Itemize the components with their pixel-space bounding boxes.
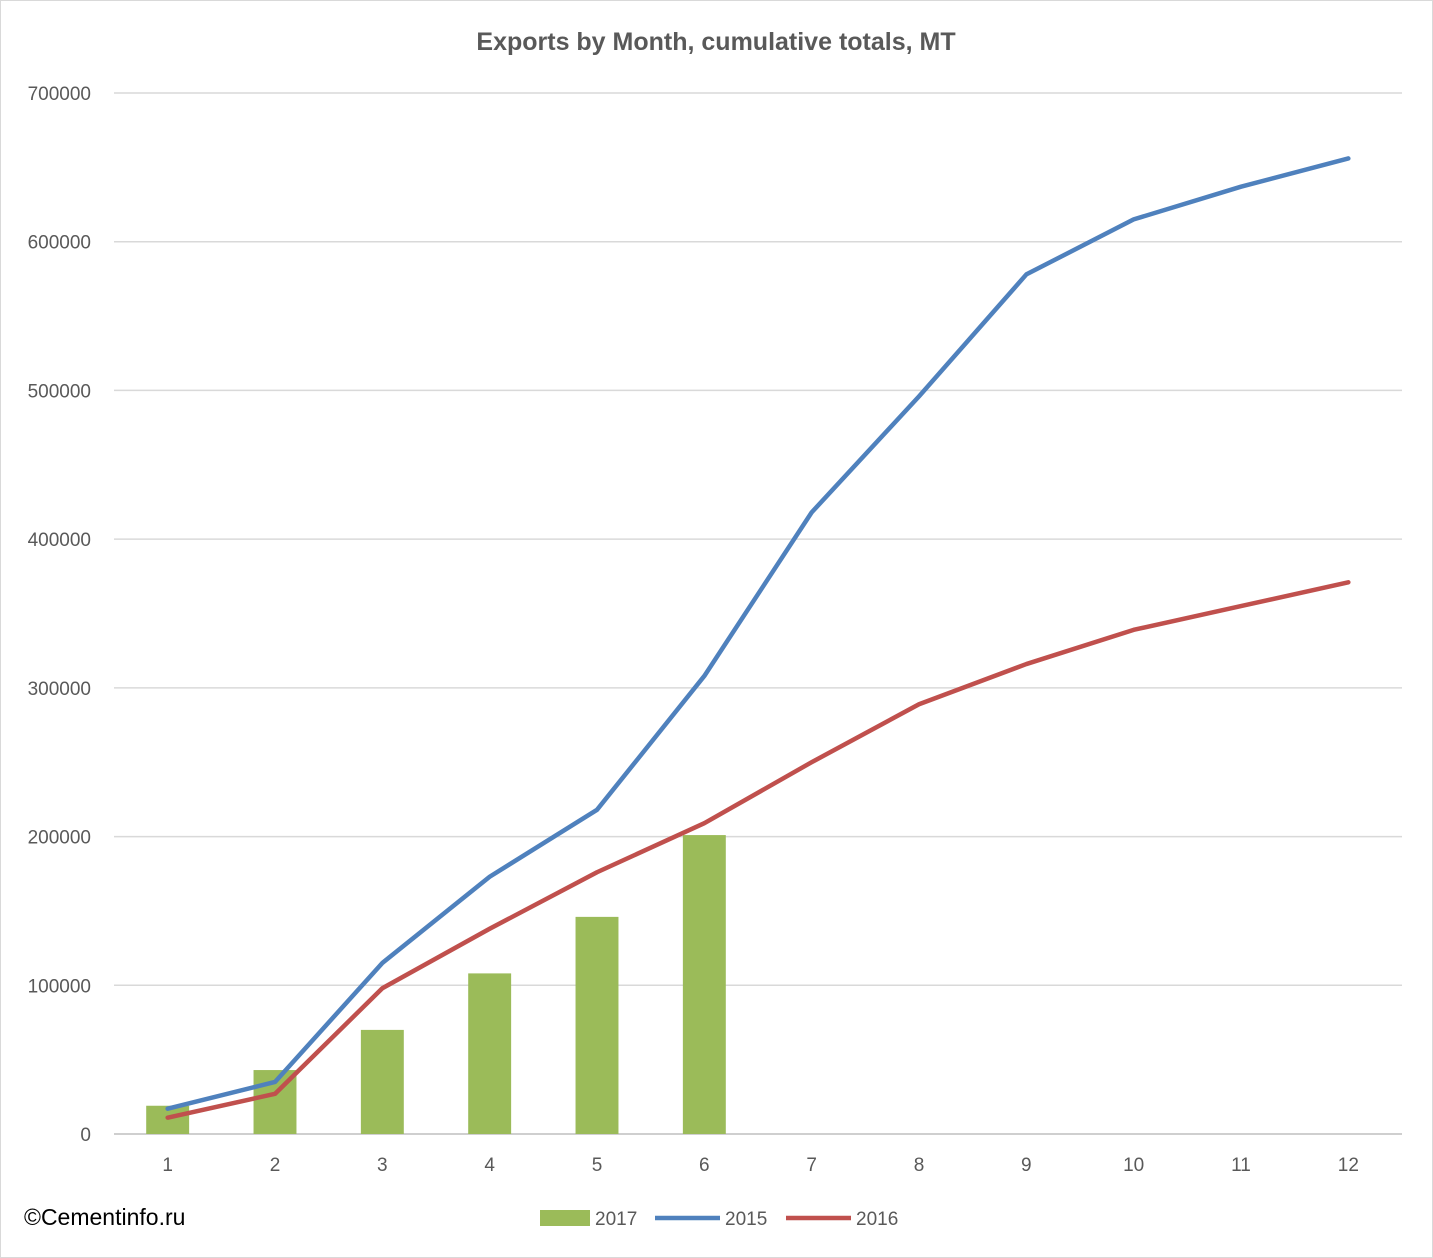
bar-2017-4 [468, 973, 512, 1134]
bar-2017-6 [682, 835, 726, 1134]
y-tick-label: 200000 [28, 828, 91, 849]
y-tick-label: 0 [80, 1125, 91, 1146]
line-series [165, 156, 1351, 1120]
y-tick-label: 500000 [28, 381, 91, 402]
chart-title: Exports by Month, cumulative totals, MT [476, 28, 955, 56]
legend-swatch-2017 [540, 1210, 590, 1226]
x-tick-label: 8 [914, 1155, 925, 1176]
x-axis-ticks: 1 2 3 4 5 6 7 8 9 10 11 12 [162, 1155, 1359, 1176]
y-tick-label: 300000 [28, 679, 91, 700]
y-tick-label: 400000 [28, 530, 91, 551]
legend: 2017 2015 2016 [540, 1209, 898, 1230]
x-tick-label: 3 [377, 1155, 388, 1176]
legend-label-2016: 2016 [856, 1209, 898, 1230]
x-tick-label: 1 [162, 1155, 173, 1176]
x-tick-label: 5 [592, 1155, 603, 1176]
line-2016 [165, 580, 1351, 1120]
x-tick-label: 4 [484, 1155, 495, 1176]
x-tick-label: 6 [699, 1155, 710, 1176]
x-tick-label: 10 [1123, 1155, 1144, 1176]
y-tick-label: 100000 [28, 976, 91, 997]
y-tick-label: 700000 [28, 84, 91, 105]
bar-2017-3 [360, 1029, 404, 1134]
legend-label-2017: 2017 [595, 1209, 637, 1230]
y-tick-label: 600000 [28, 233, 91, 254]
x-tick-label: 2 [270, 1155, 281, 1176]
bar-2017-5 [575, 916, 619, 1134]
x-tick-label: 11 [1231, 1155, 1251, 1176]
legend-label-2015: 2015 [725, 1209, 767, 1230]
watermark-text: ©Cementinfo.ru [24, 1204, 186, 1230]
x-tick-label: 9 [1021, 1155, 1032, 1176]
gridlines [114, 92, 1402, 1135]
x-tick-label: 7 [806, 1155, 817, 1176]
line-2015 [165, 156, 1351, 1111]
y-axis-ticks: 0 100000 200000 300000 400000 500000 600000 700… [28, 84, 91, 1146]
x-tick-label: 12 [1338, 1155, 1359, 1176]
